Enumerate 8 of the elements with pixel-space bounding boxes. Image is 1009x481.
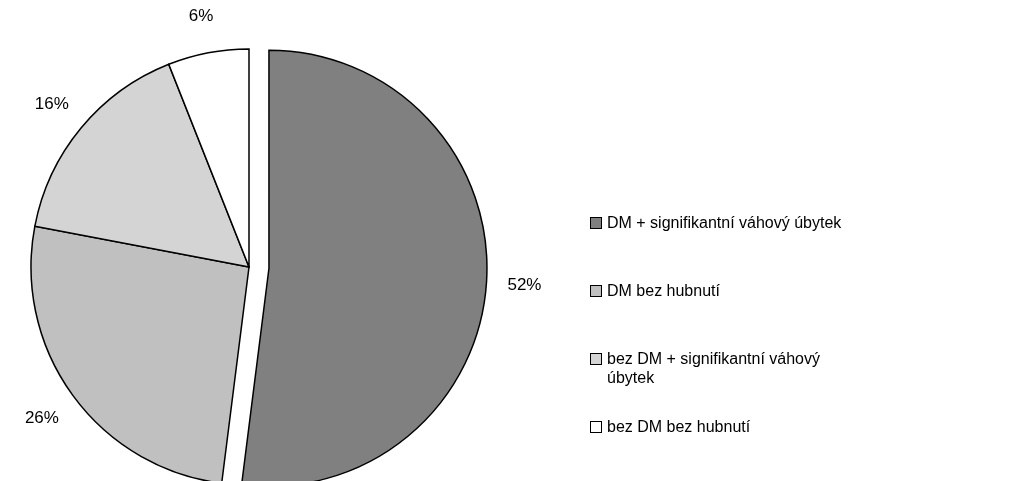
data-label: 16% <box>34 94 69 114</box>
legend-label: bez DM + signifikantní váhový úbytek <box>607 349 821 387</box>
data-label: 26% <box>24 407 59 427</box>
legend-label: DM bez hubnutí <box>607 281 720 300</box>
data-label: 52% <box>507 274 542 294</box>
legend-label: DM + signifikantní váhový úbytek <box>607 213 842 232</box>
legend-label: bez DM bez hubnutí <box>607 417 751 436</box>
data-label: 6% <box>188 6 214 26</box>
